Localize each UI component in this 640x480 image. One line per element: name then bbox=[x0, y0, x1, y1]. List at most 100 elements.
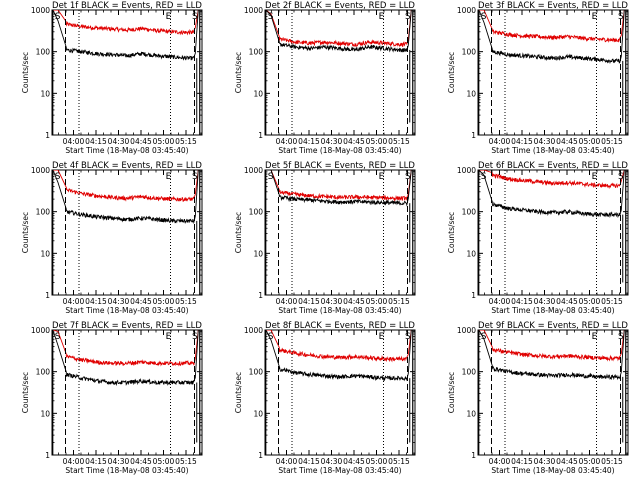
x-tick-label: 05:15 bbox=[388, 457, 410, 466]
y-tick-label: 100 bbox=[462, 208, 477, 217]
y-tick-label: 100 bbox=[462, 368, 477, 377]
x-tick-label: 05:00 bbox=[153, 297, 175, 306]
x-tick-label: 04:15 bbox=[298, 297, 320, 306]
plot-frame bbox=[477, 169, 629, 296]
x-tick-label: 04:00 bbox=[489, 137, 511, 146]
series-lld-line bbox=[52, 10, 199, 36]
x-tick-label: 05:15 bbox=[388, 137, 410, 146]
panel-det-8f: Det 8f BLACK = Events, RED = LLD 1 10 100 10… bbox=[234, 321, 416, 475]
marker-label: S bbox=[55, 172, 61, 182]
x-tick-label: 05:15 bbox=[175, 297, 197, 306]
panel-title: Det 6f BLACK = Events, RED = LLD bbox=[478, 161, 628, 171]
plot-frame bbox=[477, 9, 629, 136]
x-axis-label: Start Time (18-May-08 03:45:40) bbox=[278, 466, 401, 475]
panel-title: Det 1f BLACK = Events, RED = LLD bbox=[52, 1, 202, 11]
panel-title: Det 8f BLACK = Events, RED = LLD bbox=[265, 321, 415, 331]
plot-frame bbox=[51, 329, 203, 456]
panel-det-4f: Det 4f BLACK = Events, RED = LLD 1 10 100 10… bbox=[21, 161, 203, 315]
x-tick-label: 05:00 bbox=[366, 297, 388, 306]
marker-label: E bbox=[592, 172, 598, 182]
panel-det-7f: Det 7f BLACK = Events, RED = LLD 1 10 100 10… bbox=[21, 321, 203, 475]
y-tick-label: 1000 bbox=[31, 326, 50, 335]
x-axis-label: Start Time (18-May-08 03:45:40) bbox=[65, 306, 188, 315]
series-events-line bbox=[478, 330, 625, 381]
x-tick-label: 05:15 bbox=[601, 297, 623, 306]
panel-title: Det 9f BLACK = Events, RED = LLD bbox=[478, 321, 628, 331]
y-axis-label: Counts/sec bbox=[447, 212, 456, 253]
series-lld-line bbox=[478, 10, 625, 43]
x-tick-label: 05:15 bbox=[601, 457, 623, 466]
plot-frame bbox=[51, 9, 203, 136]
series-events-line bbox=[52, 10, 199, 61]
panel-det-5f: Det 5f BLACK = Events, RED = LLD 1 10 100 10… bbox=[234, 161, 416, 315]
marker-label: S bbox=[618, 332, 624, 342]
series-lld-line bbox=[478, 170, 625, 190]
panel-title: Det 7f BLACK = Events, RED = LLD bbox=[52, 321, 202, 331]
x-tick-label: 04:30 bbox=[321, 297, 343, 306]
y-tick-label: 1 bbox=[45, 131, 50, 140]
plot-frame bbox=[264, 329, 416, 456]
y-tick-label: 100 bbox=[249, 368, 264, 377]
series-lld-line bbox=[265, 10, 412, 48]
y-tick-label: 10 bbox=[466, 409, 476, 418]
y-tick-label: 1000 bbox=[244, 6, 263, 15]
x-tick-label: 05:00 bbox=[579, 137, 601, 146]
x-axis-label: Start Time (18-May-08 03:45:40) bbox=[491, 306, 614, 315]
x-tick-label: 04:15 bbox=[85, 457, 107, 466]
x-tick-label: 05:00 bbox=[366, 137, 388, 146]
marker-label: E bbox=[592, 12, 598, 22]
x-tick-label: 04:00 bbox=[63, 297, 85, 306]
series-events-line bbox=[478, 170, 625, 219]
series-events-line bbox=[52, 330, 199, 387]
y-tick-label: 100 bbox=[36, 48, 51, 57]
plot-frame bbox=[264, 9, 416, 136]
x-axis-label: Start Time (18-May-08 03:45:40) bbox=[278, 306, 401, 315]
x-tick-label: 04:30 bbox=[108, 297, 130, 306]
x-axis-label: Start Time (18-May-08 03:45:40) bbox=[491, 466, 614, 475]
y-tick-label: 1000 bbox=[31, 6, 50, 15]
y-tick-label: 1000 bbox=[31, 166, 50, 175]
x-tick-label: 04:30 bbox=[108, 137, 130, 146]
x-tick-label: 04:15 bbox=[511, 297, 533, 306]
x-tick-label: 04:45 bbox=[556, 137, 578, 146]
panel-det-6f: Det 6f BLACK = Events, RED = LLD 1 10 100 10… bbox=[447, 161, 629, 315]
y-tick-label: 10 bbox=[253, 249, 263, 258]
y-tick-label: 1000 bbox=[244, 326, 263, 335]
panel-title: Det 4f BLACK = Events, RED = LLD bbox=[52, 161, 202, 171]
x-tick-label: 04:45 bbox=[556, 457, 578, 466]
marker-label: S bbox=[481, 172, 487, 182]
x-tick-label: 04:15 bbox=[85, 297, 107, 306]
x-tick-label: 04:30 bbox=[534, 137, 556, 146]
marker-label: S bbox=[405, 332, 411, 342]
x-tick-label: 04:00 bbox=[489, 457, 511, 466]
x-tick-label: 04:45 bbox=[130, 297, 152, 306]
marker-label: S bbox=[268, 332, 274, 342]
y-tick-label: 10 bbox=[253, 409, 263, 418]
x-tick-label: 04:00 bbox=[276, 457, 298, 466]
y-tick-label: 10 bbox=[466, 89, 476, 98]
x-tick-label: 04:45 bbox=[343, 297, 365, 306]
marker-label: S bbox=[192, 172, 198, 182]
series-events-line bbox=[265, 170, 412, 207]
y-axis-label: Counts/sec bbox=[447, 52, 456, 93]
marker-label: S bbox=[55, 12, 61, 22]
y-tick-label: 1000 bbox=[244, 166, 263, 175]
x-tick-label: 04:15 bbox=[298, 457, 320, 466]
x-tick-label: 05:00 bbox=[579, 457, 601, 466]
y-tick-label: 1 bbox=[258, 131, 263, 140]
panel-det-2f: Det 2f BLACK = Events, RED = LLD 1 10 100 10… bbox=[234, 1, 416, 155]
y-tick-label: 1000 bbox=[457, 166, 476, 175]
x-tick-label: 04:15 bbox=[298, 137, 320, 146]
marker-label: E bbox=[166, 12, 172, 22]
x-tick-label: 04:00 bbox=[276, 137, 298, 146]
series-lld-line bbox=[52, 330, 199, 367]
plot-frame bbox=[51, 169, 203, 296]
marker-label: S bbox=[618, 172, 624, 182]
y-tick-label: 1 bbox=[45, 291, 50, 300]
marker-label: S bbox=[481, 332, 487, 342]
marker-label: S bbox=[405, 172, 411, 182]
y-tick-label: 1000 bbox=[457, 6, 476, 15]
y-tick-label: 10 bbox=[40, 89, 50, 98]
x-tick-label: 04:30 bbox=[534, 457, 556, 466]
